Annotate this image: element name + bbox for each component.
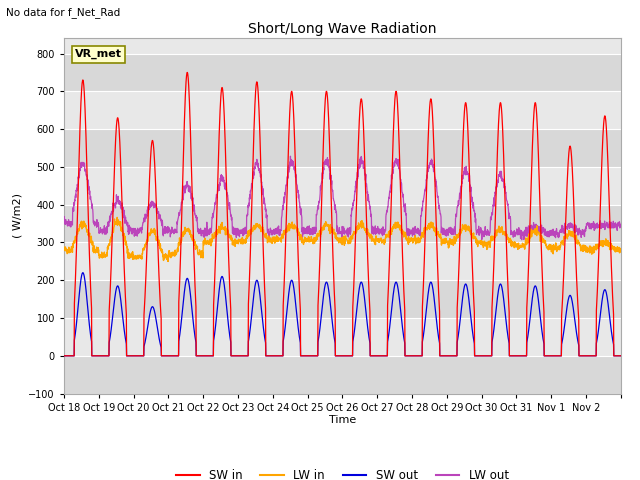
SW out [79,270,86,276]
Bar [64,167,621,204]
Bar [64,318,621,356]
SW out [617,353,625,359]
Legend: SW in, LW in, SW out, LW out: SW in, LW in, SW out, LW out [172,465,513,480]
Y-axis label: ( W/m2): ( W/m2) [13,193,23,239]
LW out [510,231,518,237]
LW in [113,215,121,220]
LW out [116,201,124,206]
LW out [287,153,294,159]
Text: VR_met: VR_met [75,49,122,60]
LW in [236,239,244,245]
Line: LW out: LW out [64,156,621,240]
SW in [60,353,68,359]
SW in [510,353,518,359]
Bar [64,129,621,167]
Bar [64,356,621,394]
SW out [609,338,617,344]
Line: SW in: SW in [64,72,621,356]
SW out [60,353,68,359]
LW in [164,259,172,264]
SW in [617,353,625,359]
LW out [609,225,617,231]
Bar [64,204,621,242]
Line: LW in: LW in [64,217,621,262]
SW out [510,353,518,359]
LW out [376,228,384,234]
Bar [64,242,621,280]
SW out [236,353,244,359]
LW in [542,242,550,248]
SW out [376,353,384,359]
LW in [609,246,617,252]
LW in [60,246,68,252]
SW out [116,290,124,296]
X-axis label: Time: Time [329,415,356,425]
LW in [617,247,625,252]
LW out [542,230,550,236]
SW in [541,353,549,359]
LW out [60,216,68,222]
Text: No data for f_Net_Rad: No data for f_Net_Rad [6,7,121,18]
Bar [64,91,621,129]
SW in [236,353,244,359]
SW in [609,298,617,304]
Bar [64,53,621,91]
SW in [116,135,124,141]
Line: SW out: SW out [64,273,621,356]
LW out [236,230,244,236]
LW in [510,245,518,251]
SW in [184,70,191,75]
LW in [116,221,124,227]
LW out [617,221,625,227]
SW in [376,353,384,359]
Bar [64,280,621,318]
SW out [541,353,549,359]
Title: Short/Long Wave Radiation: Short/Long Wave Radiation [248,22,436,36]
LW in [376,236,384,241]
LW out [518,237,525,243]
